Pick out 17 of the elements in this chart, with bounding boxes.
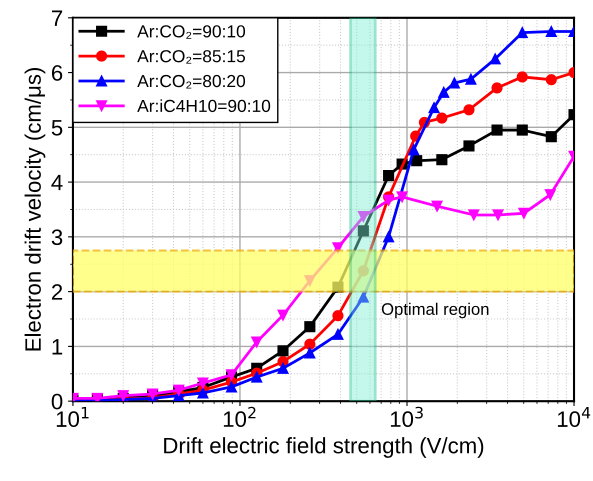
y-tick-label: 6: [52, 65, 62, 81]
y-tick-label: 1: [52, 339, 62, 354]
y-tick-label: 2: [52, 284, 62, 300]
x-tick-label: 10$^{3}$: [390, 406, 423, 428]
y-tick-label: 3: [52, 229, 62, 246]
y-tick-label: 5: [52, 120, 62, 136]
legend-label: Ar:CO₂=85:15: [137, 50, 245, 64]
y-tick-label: 7: [52, 10, 62, 26]
legend-label: Ar:CO₂=80:20: [137, 74, 246, 89]
y-tick-label: 4: [51, 174, 63, 190]
legend-label: Ar:CO₂=90:10: [137, 25, 246, 39]
x-tick-label: 10$^{2}$: [224, 406, 256, 428]
y-axis-title: Electron drift velocity (cm/μs): [24, 68, 46, 350]
x-axis-title: Drift electric field strength (V/cm): [164, 437, 484, 458]
legend-label: Ar:iC4H10=90:10: [137, 99, 270, 112]
x-tick-label: 10$^{4}$: [558, 406, 590, 428]
band-label: Optimal region: [382, 302, 488, 318]
